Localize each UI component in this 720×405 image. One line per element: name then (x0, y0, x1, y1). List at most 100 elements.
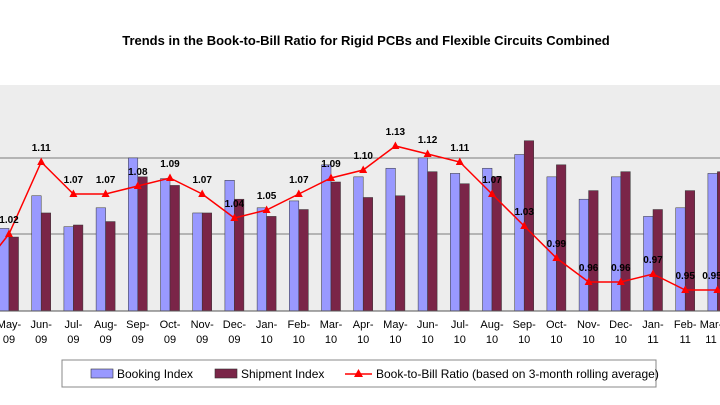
ratio-data-label-8: 1.05 (257, 191, 277, 202)
x-tick-month-8: Jan- (256, 319, 278, 331)
x-tick-month-0: May- (0, 319, 22, 331)
ratio-data-label-3: 1.07 (96, 175, 116, 186)
x-tick-year-13: 10 (421, 334, 433, 346)
bar-shipment-17 (556, 164, 567, 312)
ratio-data-label-12: 1.13 (386, 127, 406, 138)
x-tick-month-4: Sep- (126, 319, 150, 331)
x-tick-year-4: 09 (132, 334, 144, 346)
x-tick-month-3: Aug- (94, 319, 118, 331)
ratio-data-label-16: 1.03 (514, 207, 534, 218)
ratio-data-label-6: 1.07 (192, 175, 212, 186)
bar-shipment-1 (40, 212, 51, 312)
ratio-data-label-15: 1.07 (482, 175, 502, 186)
ratio-data-label-1: 1.11 (32, 143, 51, 154)
ratio-data-label-14: 1.11 (450, 143, 469, 154)
ratio-marker-1 (37, 157, 46, 165)
x-tick-year-3: 09 (99, 334, 111, 346)
bar-shipment-14 (459, 183, 470, 312)
x-tick-year-15: 10 (486, 334, 498, 346)
legend-swatch-shipment (214, 368, 238, 379)
bars-group (0, 140, 720, 312)
bar-shipment-22 (717, 171, 720, 312)
bar-booking-8 (256, 207, 267, 312)
legend-label-shipment: Shipment Index (241, 367, 324, 381)
ratio-marker-7 (230, 213, 239, 221)
bar-booking-4 (128, 157, 139, 312)
bar-shipment-4 (137, 176, 148, 312)
bar-booking-11 (353, 176, 364, 312)
bar-shipment-8 (266, 216, 277, 312)
ratio-marker-15 (488, 189, 496, 197)
ratio-line-group (0, 141, 720, 293)
ratio-data-label-13: 1.12 (418, 135, 438, 146)
x-tick-year-5: 09 (164, 334, 176, 346)
bar-booking-10 (321, 164, 332, 312)
x-tick-year-10: 10 (325, 334, 337, 346)
x-tick-year-12: 10 (389, 334, 401, 346)
x-tick-month-9: Feb- (287, 319, 310, 331)
ratio-marker-12 (391, 141, 400, 149)
ratio-marker-17 (552, 253, 561, 261)
bar-shipment-5 (169, 185, 180, 312)
bar-shipment-12 (395, 195, 406, 312)
x-tick-year-9: 10 (293, 334, 305, 346)
ratio-data-label-10: 1.09 (321, 159, 341, 170)
bar-shipment-2 (73, 224, 84, 312)
x-tick-year-19: 10 (615, 334, 627, 346)
ratio-marker-16 (520, 221, 529, 229)
bar-booking-14 (450, 173, 461, 312)
x-tick-month-11: Apr- (353, 319, 374, 331)
x-tick-month-5: Oct- (160, 319, 181, 331)
ratio-marker-11 (359, 165, 368, 173)
bar-booking-9 (289, 200, 300, 312)
data-labels-group: 1.02 1.11 1.07 1.07 1.08 1.09 1.07 1.04 1.05 1.07… (0, 127, 720, 282)
x-tick-year-14: 10 (454, 334, 466, 346)
ratio-data-label-2: 1.07 (64, 175, 84, 186)
ratio-data-label-11: 1.10 (353, 151, 373, 162)
bar-shipment-11 (362, 197, 373, 312)
legend-swatch-ratio-marker (354, 369, 363, 377)
bar-booking-2 (63, 226, 74, 312)
ratio-data-label-21: 0.95 (675, 271, 695, 282)
ratio-marker-8 (262, 205, 271, 213)
ratio-marker-20 (649, 269, 657, 277)
x-tick-year-6: 09 (196, 334, 208, 346)
legend-label-ratio: Book-to-Bill Ratio (based on 3-month rol… (376, 367, 659, 381)
bar-shipment-6 (201, 212, 212, 312)
bar-booking-19 (611, 176, 622, 312)
x-tick-year-17: 10 (550, 334, 562, 346)
x-tick-year-2: 09 (67, 334, 79, 346)
x-tick-year-22: 11 (705, 334, 716, 346)
x-tick-month-15: Aug- (480, 319, 504, 331)
bar-shipment-13 (427, 171, 438, 312)
x-tick-month-18: Nov- (577, 319, 601, 331)
x-tick-month-20: Jan- (642, 319, 664, 331)
bar-booking-6 (192, 212, 203, 312)
bar-shipment-3 (105, 221, 116, 312)
x-tick-month-19: Dec- (609, 319, 633, 331)
bar-booking-5 (160, 178, 171, 312)
ratio-marker-19 (616, 277, 625, 285)
x-tick-year-11: 10 (357, 334, 369, 346)
x-tick-month-1: Jun- (30, 319, 52, 331)
ratio-data-label-18: 0.96 (579, 263, 599, 274)
legend-label-booking: Booking Index (117, 367, 193, 381)
x-tick-month-22: Mar- (700, 319, 720, 331)
ratio-marker-21 (681, 285, 690, 293)
ratio-marker-22 (713, 285, 720, 293)
bar-booking-1 (31, 195, 42, 312)
ratio-data-label-9: 1.07 (289, 175, 309, 186)
ratio-marker-3 (101, 189, 110, 197)
bar-booking-12 (385, 167, 396, 312)
ratio-marker-4 (133, 181, 142, 189)
ratio-marker-0 (5, 229, 13, 237)
ratio-marker-10 (327, 173, 335, 181)
bar-booking-3 (95, 207, 106, 312)
ratio-marker-6 (198, 189, 207, 197)
x-tick-year-1: 09 (35, 334, 47, 346)
ratio-marker-2 (69, 189, 78, 197)
x-tick-month-16: Sep- (513, 319, 537, 331)
x-tick-year-18: 10 (582, 334, 594, 346)
ratio-data-label-19: 0.96 (611, 263, 631, 274)
